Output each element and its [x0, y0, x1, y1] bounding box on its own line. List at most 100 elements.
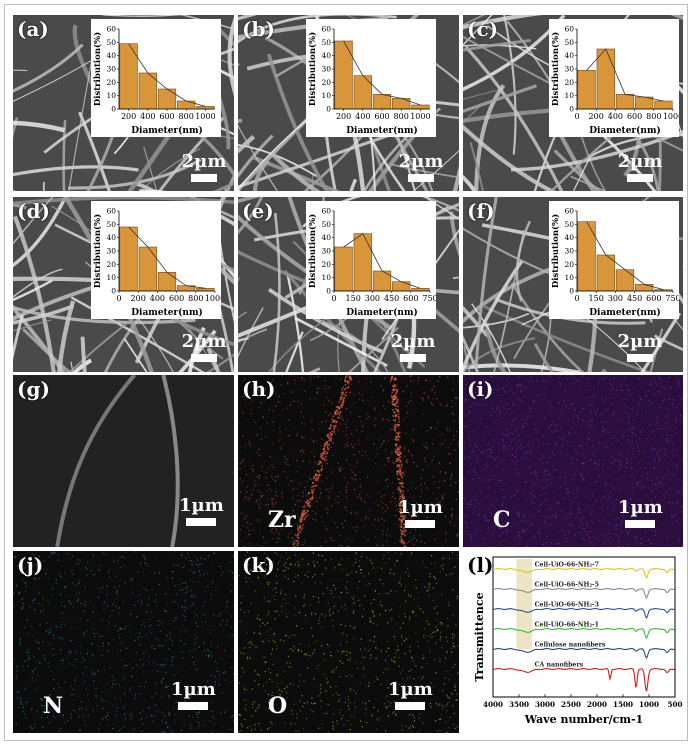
ftir-series-label-1: Cell-UiO-66-NH₂-5	[535, 582, 599, 589]
xlabel-f: Diameter(nm)	[589, 307, 661, 318]
histogram-inset-f: 0 10 20 30 40 50 60 0 150 300 450 600 750 Diameter(nm…	[549, 201, 679, 319]
panel-b: (b) 0 10 20 30 40 50 60 200 400 600 800 1000 Diamete…	[238, 15, 459, 191]
ftir-xtick: 1000	[639, 700, 659, 709]
element-label-o: O	[268, 693, 288, 719]
xtick-f: 450	[627, 294, 642, 303]
ytick-a: 50	[106, 38, 116, 47]
ytick-c: 0	[569, 105, 574, 114]
xtick-d: 200	[131, 294, 146, 303]
bar-c-2	[615, 94, 635, 110]
scale-bar-g: 1µm	[179, 495, 224, 526]
scale-text-e: 2µm	[390, 331, 436, 352]
ftir-series-1	[492, 588, 675, 599]
scale-text-k: 1µm	[388, 679, 433, 700]
ytick-b: 20	[321, 78, 331, 87]
xtick-f: 600	[646, 294, 661, 303]
panel-k: (k) O 1µm	[238, 551, 459, 733]
scale-bar-f: 2µm	[617, 331, 663, 362]
ftir-series-5	[492, 668, 675, 693]
ftir-xtick: 1500	[613, 700, 633, 709]
fit-line-f	[586, 221, 664, 291]
xtick-c: 800	[646, 112, 661, 121]
ytick-f: 50	[564, 220, 574, 229]
xlabel-a: Diameter(nm)	[131, 125, 203, 136]
xtick-c: 400	[608, 112, 623, 121]
ftir-series-2	[492, 608, 675, 619]
ftir-highlight-band	[516, 559, 532, 649]
panel-i: (i) C 1µm	[463, 375, 683, 547]
xlabel-b: Diameter(nm)	[346, 125, 418, 136]
scale-bar-b: 2µm	[398, 151, 444, 182]
panel-label-g: (g)	[17, 377, 50, 401]
ylabel-b: Distribution(%)	[307, 32, 318, 106]
ylabel-d: Distribution(%)	[92, 214, 103, 288]
eds-map	[463, 375, 683, 547]
element-label-n: N	[43, 693, 64, 719]
ytick-a: 10	[106, 91, 116, 100]
ytick-d: 10	[106, 273, 116, 282]
panel-label-d: (d)	[17, 199, 50, 223]
fit-line-a	[128, 43, 206, 107]
ytick-e: 0	[326, 287, 331, 296]
ytick-d: 20	[106, 260, 116, 269]
ytick-b: 30	[321, 65, 331, 74]
xtick-a: 600	[159, 112, 174, 121]
ytick-c: 50	[564, 38, 574, 47]
panel-label-k: (k)	[242, 553, 275, 577]
xtick-e: 300	[365, 294, 380, 303]
fit-line-e	[343, 233, 421, 289]
scale-text-c: 2µm	[617, 151, 663, 172]
bar-a-2	[157, 88, 177, 110]
ytick-f: 10	[564, 273, 574, 282]
ylabel-c: Distribution(%)	[550, 32, 561, 106]
panel-h: (h) Zr 1µm	[238, 375, 459, 547]
scale-text-b: 2µm	[398, 151, 444, 172]
xtick-a: 1000	[195, 112, 215, 121]
xtick-e: 750	[422, 294, 436, 303]
ytick-f: 30	[564, 247, 574, 256]
figure-frame: (a) 0 10 20 30 40 50 60 200 400 600 800 1000 Diamete…	[4, 4, 688, 741]
ftir-xtick: 500	[667, 700, 682, 709]
xtick-c: 0	[574, 112, 579, 121]
ftir-series-label-5: CA nanofibers	[535, 662, 584, 669]
bar-c-1	[596, 48, 615, 110]
xtick-a: 800	[179, 112, 194, 121]
xtick-b: 400	[355, 112, 370, 121]
ytick-a: 40	[106, 51, 116, 60]
scale-bar-c: 2µm	[617, 151, 663, 182]
ytick-f: 0	[569, 287, 574, 296]
ytick-a: 30	[106, 65, 116, 74]
scale-bar-i: 1µm	[618, 497, 663, 528]
ftir-xtick: 3000	[535, 700, 555, 709]
xtick-e: 0	[331, 294, 336, 303]
histogram-inset-a: 0 10 20 30 40 50 60 200 400 600 800 1000 Diameter(nm…	[91, 19, 221, 137]
ytick-f: 40	[564, 233, 574, 242]
xlabel-e: Diameter(nm)	[346, 307, 418, 318]
bar-b-4	[411, 104, 430, 110]
panel-label-l: (l)	[467, 553, 494, 577]
panel-l: Cell-UiO-66-NH₂-7 Cell-UiO-66-NH₂-5 Cell-U…	[463, 551, 683, 737]
ftir-xtick: 2500	[561, 700, 581, 709]
xtick-d: 600	[169, 294, 184, 303]
ftir-series-label-4: Cellulose nanofibers	[535, 642, 606, 649]
histogram-inset-e: 0 10 20 30 40 50 60 0 150 300 450 600 750 Diameter(nm…	[306, 201, 436, 319]
xtick-c: 600	[627, 112, 642, 121]
ytick-e: 40	[321, 233, 331, 242]
panel-f: (f) 0 10 20 30 40 50 60 0 150 300 450 600 750 Diamete…	[463, 197, 683, 372]
xtick-d: 800	[188, 294, 203, 303]
xtick-c: 1000	[663, 112, 679, 121]
scale-text-d: 2µm	[181, 331, 227, 352]
fit-line-d	[128, 226, 206, 289]
xtick-b: 1000	[410, 112, 430, 121]
ytick-d: 0	[111, 287, 116, 296]
element-label-c: C	[493, 507, 511, 533]
ylabel-e: Distribution(%)	[307, 214, 318, 288]
scale-text-i: 1µm	[618, 497, 663, 518]
ytick-f: 20	[564, 260, 574, 269]
bar-e-1	[353, 233, 372, 292]
fit-line-b	[343, 40, 421, 106]
ftir-series-label-0: Cell-UiO-66-NH₂-7	[535, 562, 599, 569]
xtick-d: 0	[116, 294, 121, 303]
ytick-b: 0	[326, 105, 331, 114]
xtick-f: 150	[589, 294, 604, 303]
